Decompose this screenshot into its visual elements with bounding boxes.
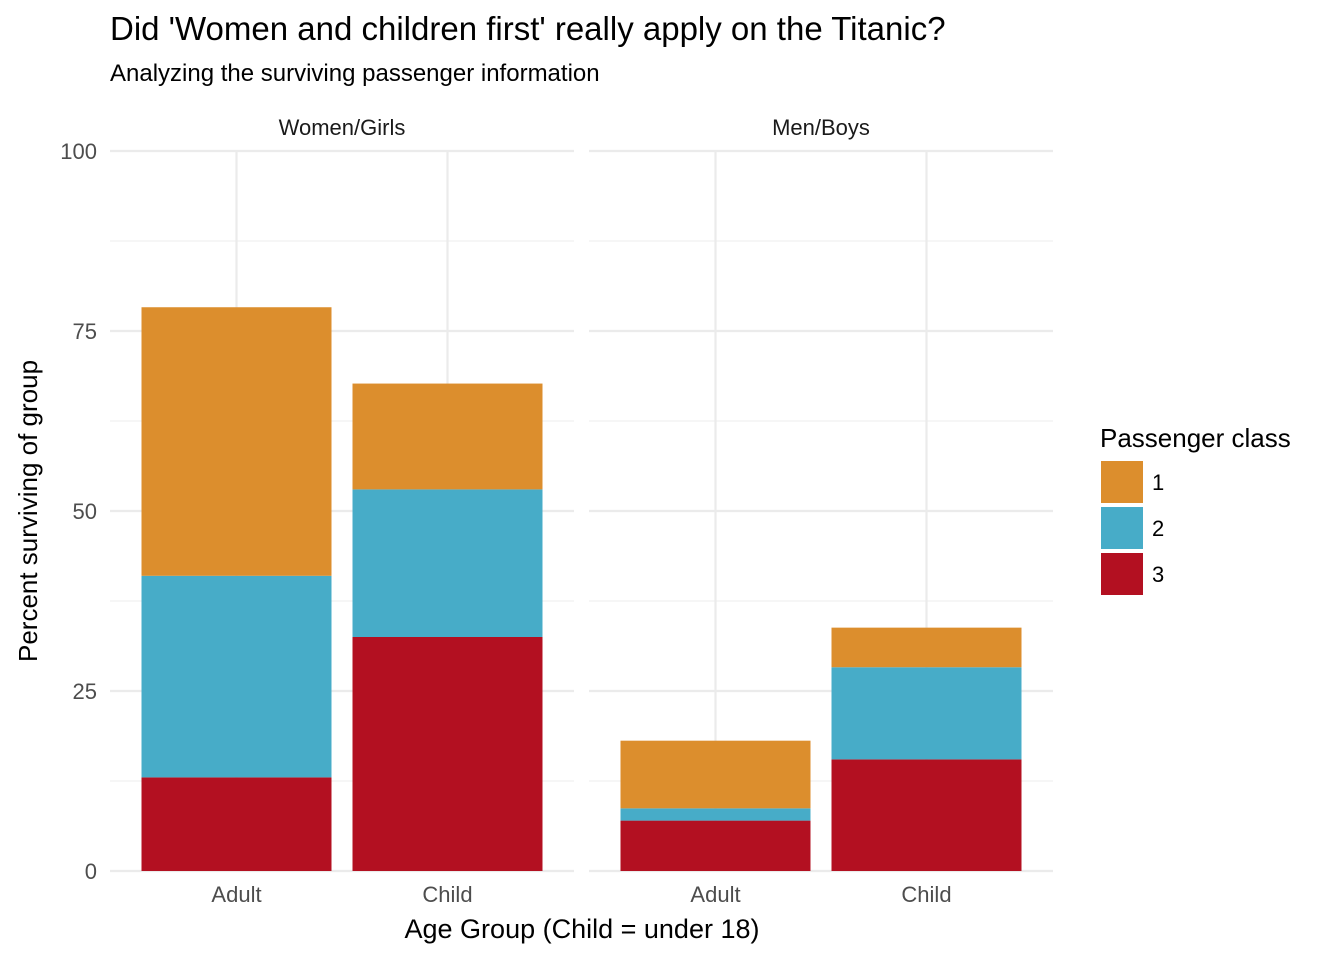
bar-segment-men-boys-child-class-2 (831, 667, 1022, 760)
x-tick-label: Adult (211, 882, 261, 907)
chart-subtitle: Analyzing the surviving passenger inform… (110, 60, 600, 87)
bar-segment-women-girls-child-class-1 (352, 383, 543, 490)
y-tick-label: 100 (60, 139, 97, 164)
bar-segment-women-girls-adult-class-2 (141, 575, 332, 778)
facet-panel-2: Men/Boys Adult Child (589, 115, 1053, 907)
legend: Passenger class 1 2 3 (1100, 423, 1291, 595)
bar-segment-women-girls-adult-class-1 (141, 307, 332, 576)
bar-segment-women-girls-child-class-3 (352, 637, 543, 871)
bar-segment-men-boys-adult-class-1 (620, 740, 811, 809)
legend-label-class-2: 2 (1152, 516, 1164, 541)
x-tick-label: Adult (690, 882, 740, 907)
bar-segment-men-boys-child-class-1 (831, 627, 1022, 668)
bar-segment-women-girls-child-class-2 (352, 489, 543, 637)
y-tick-label: 75 (73, 319, 97, 344)
legend-swatch-class-3 (1101, 553, 1143, 595)
legend-swatch-class-2 (1101, 507, 1143, 549)
y-tick-label: 50 (73, 499, 97, 524)
legend-title: Passenger class (1100, 423, 1291, 453)
bar-segment-women-girls-adult-class-3 (141, 777, 332, 871)
y-axis-label: Percent surviving of group (13, 360, 43, 662)
legend-label-class-3: 3 (1152, 562, 1164, 587)
bar-segment-men-boys-adult-class-3 (620, 820, 811, 871)
x-tick-label: Child (422, 882, 472, 907)
bar-segment-men-boys-child-class-3 (831, 759, 1022, 871)
bar-segment-men-boys-adult-class-2 (620, 808, 811, 821)
legend-label-class-1: 1 (1152, 470, 1164, 495)
facet-label: Men/Boys (772, 115, 870, 140)
facet-panel-1: Women/Girls Adult Child (110, 115, 574, 907)
legend-swatch-class-1 (1101, 461, 1143, 503)
y-tick-label: 25 (73, 679, 97, 704)
y-tick-label: 0 (85, 859, 97, 884)
facet-label: Women/Girls (279, 115, 406, 140)
x-axis-label: Age Group (Child = under 18) (405, 914, 760, 944)
x-tick-label: Child (901, 882, 951, 907)
chart-title: Did 'Women and children first' really ap… (110, 10, 946, 47)
